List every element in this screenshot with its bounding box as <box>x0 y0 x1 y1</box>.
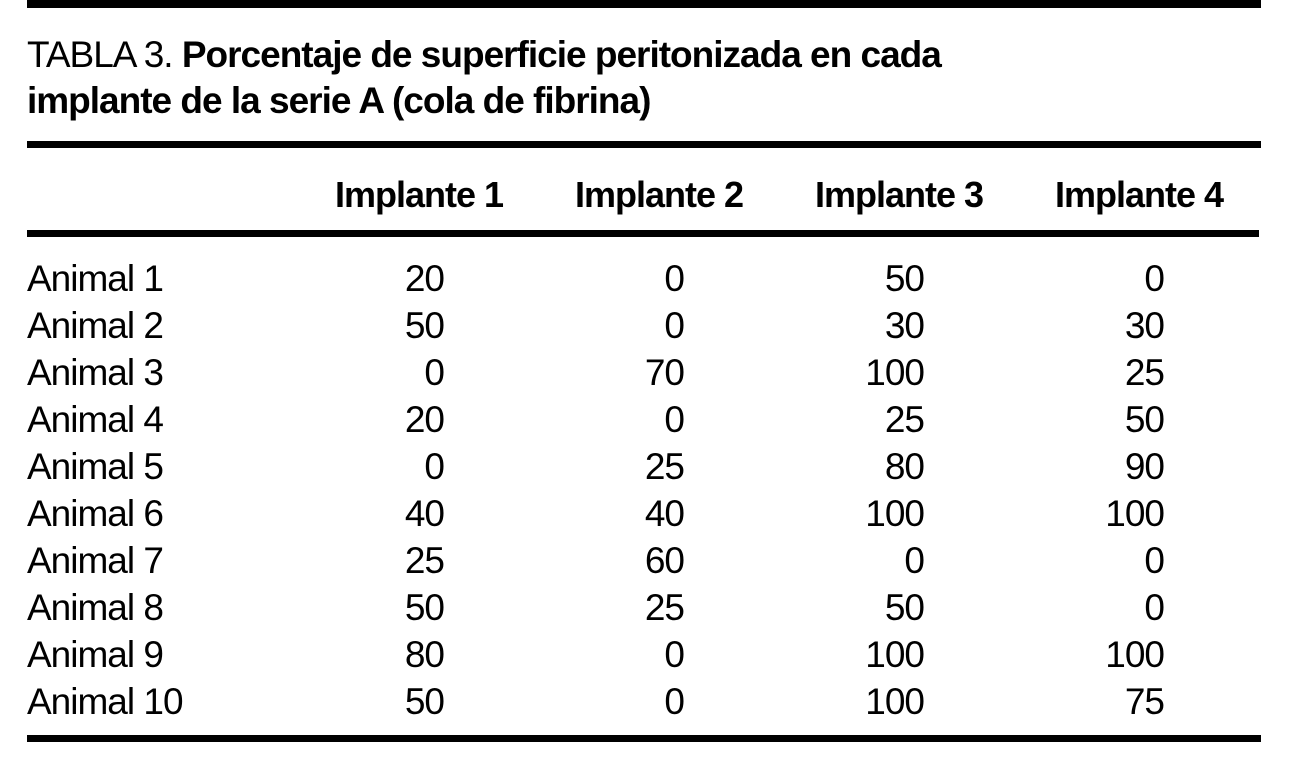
table-row: Animal 8 50 25 50 0 <box>27 584 1259 631</box>
cell-value: 0 <box>1144 258 1165 299</box>
column-header: Implante 3 <box>779 148 1019 237</box>
row-label: Animal 8 <box>27 587 164 628</box>
row-label: Animal 9 <box>27 634 164 675</box>
table-row: Animal 2 50 0 30 30 <box>27 302 1259 349</box>
cell-value: 100 <box>1105 493 1165 534</box>
caption-label: TABLA 3. <box>27 34 174 75</box>
cell-value: 30 <box>884 305 925 346</box>
row-label: Animal 1 <box>27 258 164 299</box>
cell-value: 100 <box>1105 634 1165 675</box>
cell-value: 90 <box>1124 446 1165 487</box>
cell-value: 100 <box>865 634 925 675</box>
table-header: Implante 1 Implante 2 Implante 3 Implante 4 <box>27 148 1259 237</box>
column-header: Implante 4 <box>1019 148 1259 237</box>
cell-value: 0 <box>904 540 925 581</box>
cell-value: 40 <box>644 493 685 534</box>
table-body: Animal 1 20 0 50 0 Animal 2 50 0 30 30 Animal 3 0 70… <box>27 234 1259 736</box>
cell-value: 70 <box>644 352 685 393</box>
table-row: Animal 3 0 70 100 25 <box>27 349 1259 396</box>
row-label: Animal 2 <box>27 305 164 346</box>
cell-value: 0 <box>424 446 445 487</box>
caption-title-line-1: Porcentaje de superficie peritonizada en… <box>181 34 942 75</box>
table-header-row: Implante 1 Implante 2 Implante 3 Implante 4 <box>27 148 1259 237</box>
header-empty-cell <box>27 148 299 237</box>
cell-value: 25 <box>1124 352 1165 393</box>
caption-divider-rule <box>27 141 1261 148</box>
cell-value: 100 <box>865 352 925 393</box>
cell-value: 0 <box>664 305 685 346</box>
cell-value: 50 <box>404 681 445 722</box>
cell-value: 0 <box>664 681 685 722</box>
cell-value: 0 <box>664 258 685 299</box>
row-label: Animal 3 <box>27 352 164 393</box>
data-table: Implante 1 Implante 2 Implante 3 Implante 4… <box>27 148 1259 735</box>
row-label: Animal 4 <box>27 399 164 440</box>
table-row: Animal 7 25 60 0 0 <box>27 537 1259 584</box>
cell-value: 80 <box>404 634 445 675</box>
table-caption: TABLA 3. Porcentaje de superficie perito… <box>27 32 987 124</box>
cell-value: 0 <box>664 634 685 675</box>
cell-value: 25 <box>644 446 685 487</box>
cell-value: 0 <box>1144 540 1165 581</box>
cell-value: 20 <box>404 258 445 299</box>
cell-value: 50 <box>884 258 925 299</box>
column-header: Implante 2 <box>539 148 779 237</box>
caption-title-line-2: implante de la serie A (cola de fibrina) <box>27 80 651 121</box>
cell-value: 100 <box>865 493 925 534</box>
cell-value: 50 <box>404 305 445 346</box>
table-row: Animal 5 0 25 80 90 <box>27 443 1259 490</box>
cell-value: 75 <box>1124 681 1165 722</box>
top-rule <box>27 0 1261 8</box>
bottom-rule <box>27 735 1261 742</box>
cell-value: 0 <box>424 352 445 393</box>
row-label: Animal 10 <box>27 681 184 722</box>
cell-value: 50 <box>404 587 445 628</box>
cell-value: 25 <box>884 399 925 440</box>
row-label: Animal 6 <box>27 493 164 534</box>
cell-value: 50 <box>1124 399 1165 440</box>
cell-value: 40 <box>404 493 445 534</box>
table-row: Animal 6 40 40 100 100 <box>27 490 1259 537</box>
cell-value: 0 <box>1144 587 1165 628</box>
cell-value: 30 <box>1124 305 1165 346</box>
cell-value: 60 <box>644 540 685 581</box>
table-row: Animal 9 80 0 100 100 <box>27 631 1259 678</box>
cell-value: 80 <box>884 446 925 487</box>
row-label: Animal 7 <box>27 540 164 581</box>
cell-value: 20 <box>404 399 445 440</box>
row-label: Animal 5 <box>27 446 164 487</box>
cell-value: 0 <box>664 399 685 440</box>
column-header: Implante 1 <box>299 148 539 237</box>
table-row: Animal 1 20 0 50 0 <box>27 234 1259 303</box>
cell-value: 25 <box>404 540 445 581</box>
cell-value: 50 <box>884 587 925 628</box>
cell-value: 100 <box>865 681 925 722</box>
table-row: Animal 4 20 0 25 50 <box>27 396 1259 443</box>
table-row: Animal 10 50 0 100 75 <box>27 678 1259 735</box>
cell-value: 25 <box>644 587 685 628</box>
